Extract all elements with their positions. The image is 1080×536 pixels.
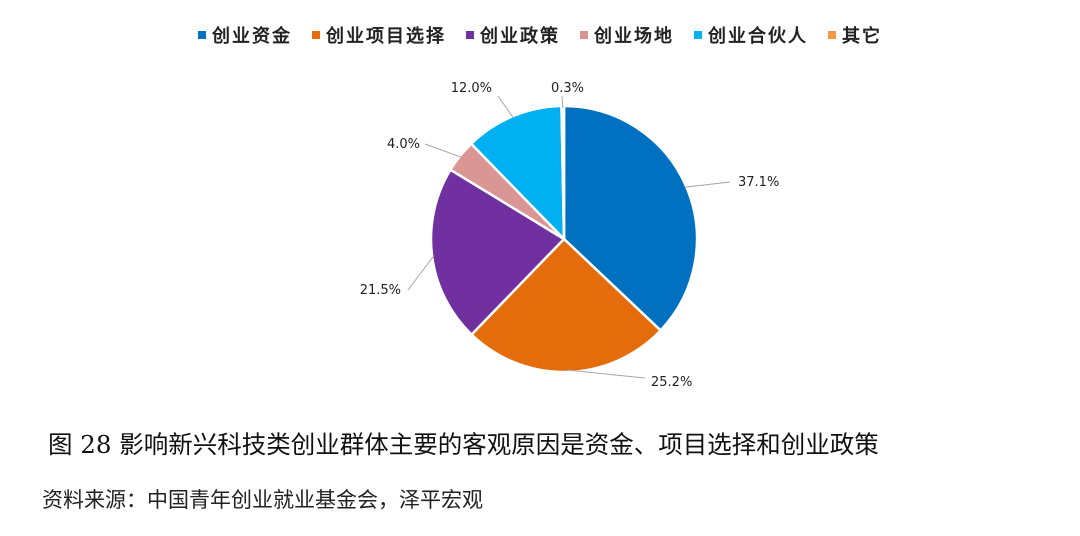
legend-swatch: [694, 31, 702, 39]
legend-swatch: [580, 31, 588, 39]
legend-swatch: [198, 31, 206, 39]
data-label: 0.3%: [551, 81, 584, 96]
pie-slice: [429, 168, 566, 337]
legend-label: 创业场地: [594, 26, 674, 47]
leader-line: [561, 95, 564, 109]
pie-chart: 37.1% 25.2% 21.5% 4.0% 12.0% 0.3%: [360, 81, 780, 390]
legend-label: 创业合伙人: [708, 26, 808, 47]
chart-legend: 创业资金 创业项目选择 创业政策 创业场地 创业合伙人 其它: [0, 22, 1080, 48]
legend-label: 创业资金: [212, 26, 292, 47]
legend-item: 创业政策: [466, 22, 560, 48]
data-label: 21.5%: [360, 283, 401, 298]
pie-slice: [562, 104, 699, 333]
legend-item: 创业合伙人: [694, 22, 808, 48]
data-label: 37.1%: [738, 175, 779, 190]
legend-swatch: [828, 31, 836, 39]
leader-line: [497, 95, 514, 119]
source-note: 资料来源：中国青年创业就业基金会，泽平宏观: [42, 488, 483, 512]
legend-item: 其它: [828, 22, 882, 48]
pie-slice: [469, 237, 663, 374]
legend-swatch: [466, 31, 474, 39]
legend-item: 创业资金: [198, 22, 292, 48]
figure-caption: 图 28 影响新兴科技类创业群体主要的客观原因是资金、项目选择和创业政策: [48, 430, 879, 459]
legend-label: 创业项目选择: [326, 26, 446, 47]
legend-label: 创业政策: [480, 26, 560, 47]
legend-label: 其它: [842, 26, 882, 47]
leader-line: [684, 181, 731, 188]
data-label: 25.2%: [651, 375, 692, 390]
leader-line: [424, 143, 462, 158]
leader-line: [407, 255, 435, 291]
data-label: 4.0%: [387, 137, 420, 152]
legend-swatch: [312, 31, 320, 39]
leader-line: [566, 369, 646, 379]
legend-item: 创业场地: [580, 22, 674, 48]
data-label: 12.0%: [451, 81, 492, 96]
legend-item: 创业项目选择: [312, 22, 446, 48]
